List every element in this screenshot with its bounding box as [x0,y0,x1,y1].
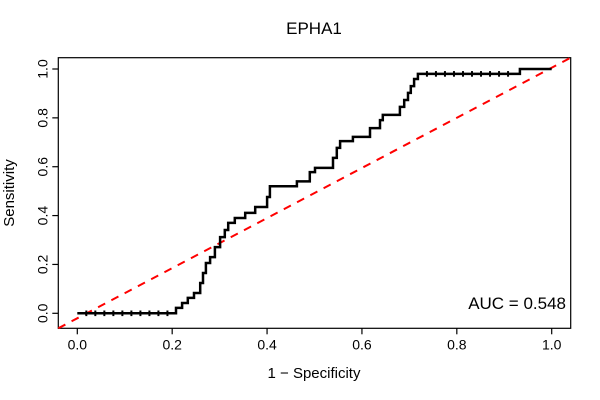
x-tick-label: 0.2 [162,336,182,352]
y-tick-label: 0.6 [34,157,50,177]
chance-diagonal-line [57,56,572,330]
x-axis-ticks: 0.0 0.2 0.4 0.6 0.8 1.0 [68,328,562,352]
x-tick-label: 0.4 [257,336,277,352]
roc-point-marks [85,71,510,317]
y-tick-label: 0.0 [34,303,50,323]
x-tick-label: 0.0 [68,336,88,352]
y-tick-label: 1.0 [34,59,50,79]
plot-box [57,57,572,329]
chart-title: EPHA1 [286,19,342,38]
roc-curve [77,67,552,315]
y-tick-label: 0.2 [34,254,50,274]
auc-annotation: AUC = 0.548 [468,294,566,313]
x-tick-label: 0.6 [352,336,372,352]
y-axis-label: Sensitivity [1,159,18,227]
x-tick-label: 1.0 [542,336,562,352]
y-axis-ticks: 0.0 0.2 0.4 0.6 0.8 1.0 [34,59,59,323]
y-tick-label: 0.4 [34,206,50,226]
x-axis-label: 1 − Specificity [268,365,361,382]
y-tick-label: 0.8 [34,108,50,128]
x-tick-label: 0.8 [447,336,467,352]
